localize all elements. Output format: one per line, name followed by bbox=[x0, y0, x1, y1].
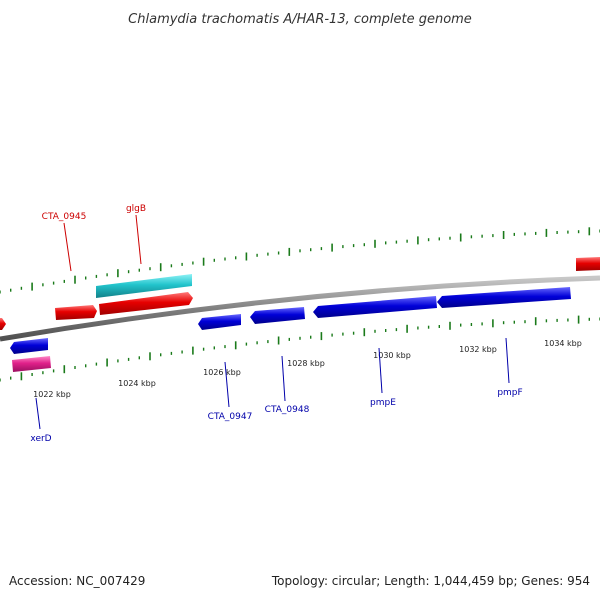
gene-label-pmpf[interactable]: pmpF bbox=[497, 388, 522, 398]
scale-label-1034: 1034 kbp bbox=[544, 339, 582, 348]
inner-tick-row bbox=[0, 315, 600, 382]
leader-cta0948 bbox=[281, 355, 286, 402]
scale-labels: 1022 kbp 1024 kbp 1026 kbp 1028 kbp 1030… bbox=[33, 339, 582, 399]
scale-label-1024: 1024 kbp bbox=[118, 379, 156, 388]
outer-tick-row bbox=[0, 227, 600, 294]
leader-glgb bbox=[135, 214, 142, 265]
scale-label-1030: 1030 kbp bbox=[373, 351, 411, 360]
gene-label-cta0945[interactable]: CTA_0945 bbox=[42, 212, 87, 222]
gene-arrow-xerd[interactable] bbox=[10, 338, 48, 354]
genome-backbone bbox=[0, 275, 600, 342]
scale-label-1028: 1028 kbp bbox=[287, 359, 325, 368]
gene-arrow-glgb[interactable] bbox=[99, 292, 193, 315]
leader-pmpe bbox=[378, 347, 383, 394]
reverse-strand-genes bbox=[10, 287, 571, 372]
gene-arrow-cta0945[interactable] bbox=[55, 305, 97, 320]
gene-arrow-pseudo[interactable] bbox=[12, 356, 51, 372]
gene-arrow-glgb-rna[interactable] bbox=[96, 274, 192, 298]
gene-arrow-cta0947[interactable] bbox=[198, 314, 241, 330]
gene-arrow-pmpf[interactable] bbox=[437, 287, 571, 308]
scale-label-1032: 1032 kbp bbox=[459, 345, 497, 354]
gene-label-xerd[interactable]: xerD bbox=[30, 434, 51, 444]
gene-label-glgb[interactable]: glgB bbox=[126, 204, 146, 214]
gene-arrow-right-edge[interactable] bbox=[576, 257, 600, 271]
leader-cta0945 bbox=[63, 222, 72, 272]
leader-cta0947 bbox=[224, 361, 230, 408]
gene-labels: CTA_0945 glgB xerD CTA_0947 CTA_0948 pmp… bbox=[30, 204, 522, 444]
gene-label-cta0948[interactable]: CTA_0948 bbox=[265, 405, 310, 415]
scale-label-1026: 1026 kbp bbox=[203, 368, 241, 377]
gene-label-leaders bbox=[35, 214, 510, 430]
genome-summary-text: Topology: circular; Length: 1,044,459 bp… bbox=[271, 574, 590, 588]
gene-label-cta0947[interactable]: CTA_0947 bbox=[208, 412, 253, 422]
gene-label-pmpe[interactable]: pmpE bbox=[370, 398, 396, 408]
forward-strand-genes bbox=[0, 257, 600, 330]
map-title: Chlamydia trachomatis A/HAR-13, complete… bbox=[128, 12, 472, 27]
gene-arrow-pmpe[interactable] bbox=[313, 296, 437, 318]
leader-pmpf bbox=[505, 337, 510, 384]
gene-arrow-left-edge[interactable] bbox=[0, 318, 6, 330]
leader-xerd bbox=[35, 397, 41, 430]
scale-label-1022: 1022 kbp bbox=[33, 390, 71, 399]
accession-text: Accession: NC_007429 bbox=[9, 574, 145, 588]
gene-arrow-cta0948[interactable] bbox=[250, 307, 305, 324]
